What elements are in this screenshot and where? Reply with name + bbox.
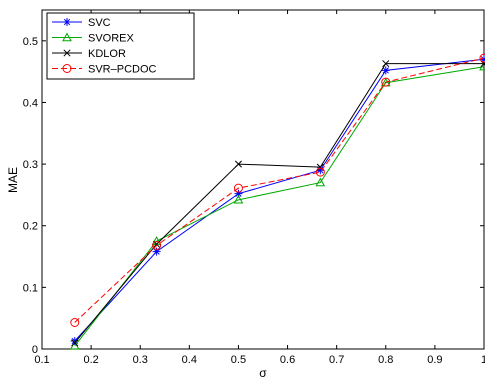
legend-item-kdlor: KDLOR (52, 48, 126, 60)
data-point-svr-pcdoc (152, 240, 162, 250)
series-line-svr-pcdoc (74, 57, 485, 323)
data-point-svc (152, 247, 161, 256)
x-tick-label: 0.3 (133, 354, 148, 366)
data-point-svr-pcdoc (381, 77, 391, 87)
data-point-svorex (233, 194, 244, 204)
legend-marker (63, 18, 71, 26)
y-tick-label: 0.5 (23, 36, 38, 48)
x-tick-labels: 0.1 0.2 0.3 0.4 0.5 0.6 0.7 0.8 0.9 1 (34, 354, 485, 366)
y-tick-label: 0.2 (23, 221, 38, 233)
x-axis-label: σ (259, 366, 267, 380)
y-tick-label: 0.3 (23, 159, 38, 171)
legend-label: KDLOR (88, 48, 126, 60)
x-tick-label: 0.2 (83, 354, 98, 366)
legend-label: SVOREX (88, 33, 135, 45)
x-tick-label: 0.1 (34, 354, 49, 366)
series-svr-pcdoc (70, 53, 485, 327)
x-tick-label: 0.7 (329, 354, 344, 366)
y-tick-label: 0.1 (23, 282, 38, 294)
x-tick-label: 1 (481, 354, 485, 366)
legend-marker (63, 49, 71, 57)
x-tick-label: 0.9 (427, 354, 442, 366)
data-point-svr-pcdoc (315, 167, 325, 177)
legend-item-svorex: SVOREX (52, 32, 135, 45)
data-point-kdlor (382, 60, 390, 68)
legend-items: SVC SVOREX KDLOR SVR–PCDOC (52, 17, 157, 76)
data-point-svr-pcdoc (233, 183, 243, 193)
data-point-kdlor (71, 339, 79, 347)
legend-item-svr-pcdoc: SVR–PCDOC (52, 64, 157, 76)
x-tick-label: 0.6 (280, 354, 295, 366)
y-tick-labels: 0 0.1 0.2 0.3 0.4 0.5 (23, 36, 38, 356)
y-axis-label: MAE (6, 167, 20, 193)
series-kdlor (71, 60, 485, 347)
legend-marker (62, 32, 72, 42)
series-line-kdlor (74, 63, 484, 344)
data-point-svr-pcdoc (479, 53, 485, 63)
data-point-kdlor (234, 160, 242, 168)
data-point-svr-pcdoc (70, 317, 80, 327)
x-tick-label: 0.4 (182, 354, 197, 366)
data-point-svc (381, 66, 390, 75)
x-tick-label: 0.5 (231, 354, 246, 366)
y-tick-label: 0 (32, 344, 38, 356)
legend-marker (62, 64, 72, 73)
legend: SVC SVOREX KDLOR SVR–PCDOC (46, 12, 195, 80)
legend-label: SVR–PCDOC (88, 64, 157, 76)
series-layer (69, 53, 485, 350)
x-tick-label: 0.8 (378, 354, 393, 366)
series-line-svc (74, 58, 485, 342)
y-tick-label: 0.4 (23, 97, 38, 109)
data-point-svorex (315, 177, 326, 187)
legend-label: SVC (88, 17, 111, 29)
legend-item-svc: SVC (52, 17, 111, 29)
